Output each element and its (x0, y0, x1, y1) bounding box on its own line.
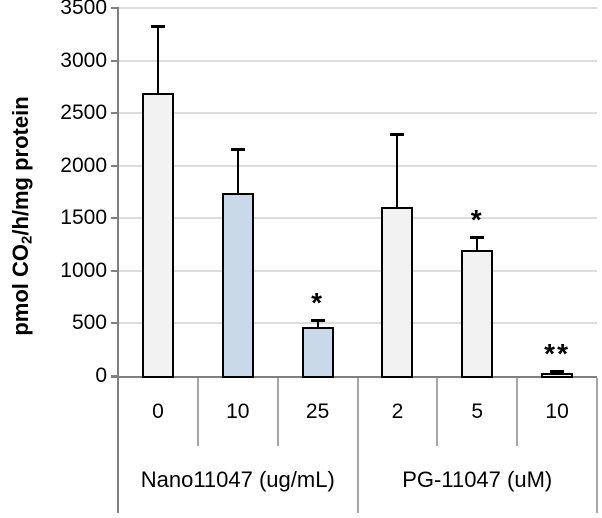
error-bar-line (156, 25, 159, 93)
category-divider (196, 378, 199, 446)
y-tick-label-2500: 2500 (60, 101, 107, 125)
y-tick-1500 (111, 217, 119, 220)
y-tick-label-0: 0 (95, 364, 107, 387)
y-tick-label-3000: 3000 (60, 48, 107, 72)
category-divider (516, 378, 519, 446)
gridline-2000 (118, 164, 597, 167)
category-label-5: 5 (471, 400, 484, 423)
y-axis-line (117, 8, 119, 513)
bar-PG-11047-10 (541, 373, 574, 378)
bar-Nano11047-0 (141, 93, 174, 378)
error-bar-line (476, 237, 479, 250)
category-label-2: 2 (391, 400, 404, 423)
error-bar-cap (310, 319, 325, 323)
gridline-500 (118, 322, 597, 325)
error-bar-cap (150, 24, 165, 28)
y-tick-label-1500: 1500 (60, 206, 107, 230)
y-tick-label-1000: 1000 (60, 258, 107, 282)
error-bar-line (316, 320, 319, 327)
y-axis-title: pmol CO2/h/mg protein (6, 26, 36, 406)
gridline-2500 (118, 112, 597, 115)
y-tick-3500 (111, 7, 119, 9)
category-label-25: 25 (305, 400, 330, 423)
group-label-0: Nano11047 (ug/mL) (140, 467, 335, 492)
error-bar-cap (230, 147, 245, 151)
y-axis-title-pre: pmol CO (8, 244, 33, 336)
y-tick-2000 (111, 164, 119, 167)
error-bar-cap (470, 236, 485, 240)
group-label-1: PG-11047 (uM) (402, 467, 553, 492)
category-label-10: 10 (545, 400, 569, 423)
category-divider (276, 378, 279, 446)
category-label-0: 0 (152, 400, 164, 423)
gridline-1500 (118, 217, 597, 220)
bar-PG-11047-5 (461, 250, 494, 378)
y-tick-label-3500: 3500 (60, 0, 107, 19)
y-axis-title-subscript: 2 (18, 235, 36, 244)
error-bar-line (236, 148, 239, 193)
significance-annotation: * (470, 204, 484, 236)
error-bar-cap (390, 133, 405, 137)
y-tick-2500 (111, 112, 119, 115)
group-divider (356, 378, 359, 513)
error-bar-cap (550, 369, 565, 373)
bar-PG-11047-2 (381, 207, 414, 378)
group-divider (596, 378, 598, 513)
y-tick-label-2000: 2000 (60, 153, 107, 177)
category-divider (436, 378, 439, 446)
gridline-3500 (118, 7, 597, 9)
y-tick-500 (111, 322, 119, 325)
x-axis-line (111, 376, 597, 378)
y-tick-label-500: 500 (71, 311, 107, 335)
bar-Nano11047-25 (301, 327, 334, 378)
bar-Nano11047-10 (221, 193, 254, 378)
significance-annotation: * (311, 287, 325, 319)
gridline-1000 (118, 269, 597, 272)
y-axis-title-post: /h/mg protein (8, 96, 33, 236)
significance-annotation: ** (544, 337, 570, 369)
gridline-3000 (118, 59, 597, 62)
category-label-10: 10 (226, 400, 250, 423)
y-tick-1000 (111, 269, 119, 272)
error-bar-line (396, 134, 399, 207)
y-tick-3000 (111, 59, 119, 62)
